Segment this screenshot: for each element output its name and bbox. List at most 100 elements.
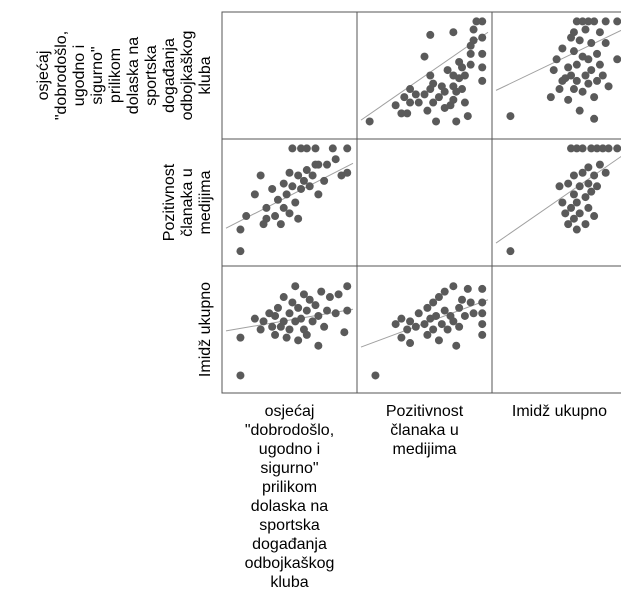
data-point: [343, 144, 352, 153]
data-point: [584, 163, 593, 172]
cell-frame-1-2: [491, 138, 621, 267]
data-point: [569, 28, 578, 37]
data-point: [320, 176, 329, 185]
data-point: [455, 303, 464, 312]
data-point: [279, 317, 288, 326]
row-label-line: dolaska na: [125, 37, 142, 114]
data-point: [414, 98, 423, 107]
data-point: [343, 168, 352, 177]
data-point: [564, 179, 573, 188]
data-point: [426, 71, 435, 80]
data-point: [587, 187, 596, 196]
data-point: [584, 79, 593, 88]
cell-frame-0-0: [221, 11, 358, 140]
row-label-line: osjećaj: [35, 51, 52, 101]
data-point: [578, 144, 587, 153]
data-point: [236, 333, 245, 342]
data-point: [279, 179, 288, 188]
data-point: [587, 39, 596, 48]
data-point: [572, 60, 581, 69]
row-label-line: sigurno": [89, 46, 106, 104]
data-point: [567, 203, 576, 212]
data-point: [288, 144, 297, 153]
data-point: [285, 325, 294, 334]
data-point: [575, 182, 584, 191]
data-point: [294, 171, 303, 180]
data-point: [311, 301, 320, 310]
data-point: [590, 17, 599, 26]
data-point: [297, 144, 306, 153]
data-point: [308, 317, 317, 326]
data-point: [334, 290, 343, 299]
data-point: [397, 314, 406, 323]
row-label-line: "dobrodošlo,: [53, 31, 70, 120]
data-point: [403, 325, 412, 334]
data-point: [460, 71, 469, 80]
row-label-pozitivnost: Pozitivnostčlanaka umedijima: [161, 163, 214, 241]
data-point: [567, 71, 576, 80]
data-point: [302, 306, 311, 315]
fit-line: [495, 155, 621, 244]
data-point: [584, 179, 593, 188]
data-point: [426, 30, 435, 39]
data-point: [423, 303, 432, 312]
data-point: [595, 60, 604, 69]
data-point: [268, 322, 277, 331]
data-point: [555, 182, 564, 191]
data-point: [460, 311, 469, 320]
data-point: [458, 85, 467, 94]
data-point: [593, 49, 602, 58]
data-point: [397, 333, 406, 342]
data-point: [458, 295, 467, 304]
data-point: [434, 336, 443, 345]
data-point: [268, 184, 277, 193]
data-point: [478, 33, 487, 42]
column-label-line: sportska: [259, 517, 320, 534]
row-label-line: kluba: [197, 56, 214, 94]
column-label-line: "dobrodošlo,: [245, 422, 334, 439]
data-point: [581, 193, 590, 202]
data-point: [569, 47, 578, 56]
data-point: [472, 17, 481, 26]
data-point: [420, 90, 429, 99]
row-label-line: Imidž ukupno: [197, 282, 214, 377]
data-point: [564, 220, 573, 229]
data-point: [460, 98, 469, 107]
data-point: [443, 325, 452, 334]
data-point: [506, 247, 515, 256]
data-point: [391, 101, 400, 110]
data-point: [411, 90, 420, 99]
data-point: [601, 17, 610, 26]
cell-frame-2-2: [491, 265, 621, 394]
data-point: [478, 309, 487, 318]
data-point: [236, 371, 245, 380]
data-point: [305, 295, 314, 304]
data-point: [440, 87, 449, 96]
data-point: [434, 293, 443, 302]
data-point: [434, 93, 443, 102]
data-point: [564, 95, 573, 104]
data-point: [587, 66, 596, 75]
data-point: [406, 85, 415, 94]
data-point: [455, 322, 464, 331]
data-point: [429, 298, 438, 307]
data-point: [299, 290, 308, 299]
data-point: [572, 198, 581, 207]
data-point: [578, 87, 587, 96]
column-label-line: odbojkaškog: [245, 555, 335, 572]
data-point: [569, 171, 578, 180]
row-label-line: medijima: [197, 170, 214, 234]
data-point: [365, 117, 374, 126]
data-point: [294, 336, 303, 345]
data-point: [400, 93, 409, 102]
data-point: [420, 320, 429, 329]
data-point: [432, 117, 441, 126]
data-point: [593, 144, 602, 153]
data-point: [423, 330, 432, 339]
column-label-line: ugodno i: [259, 441, 320, 458]
data-point: [294, 214, 303, 223]
data-point: [325, 293, 334, 302]
data-point: [288, 182, 297, 191]
row-label-line: Pozitivnost: [161, 163, 178, 241]
column-label-line: Pozitivnost: [386, 403, 464, 420]
